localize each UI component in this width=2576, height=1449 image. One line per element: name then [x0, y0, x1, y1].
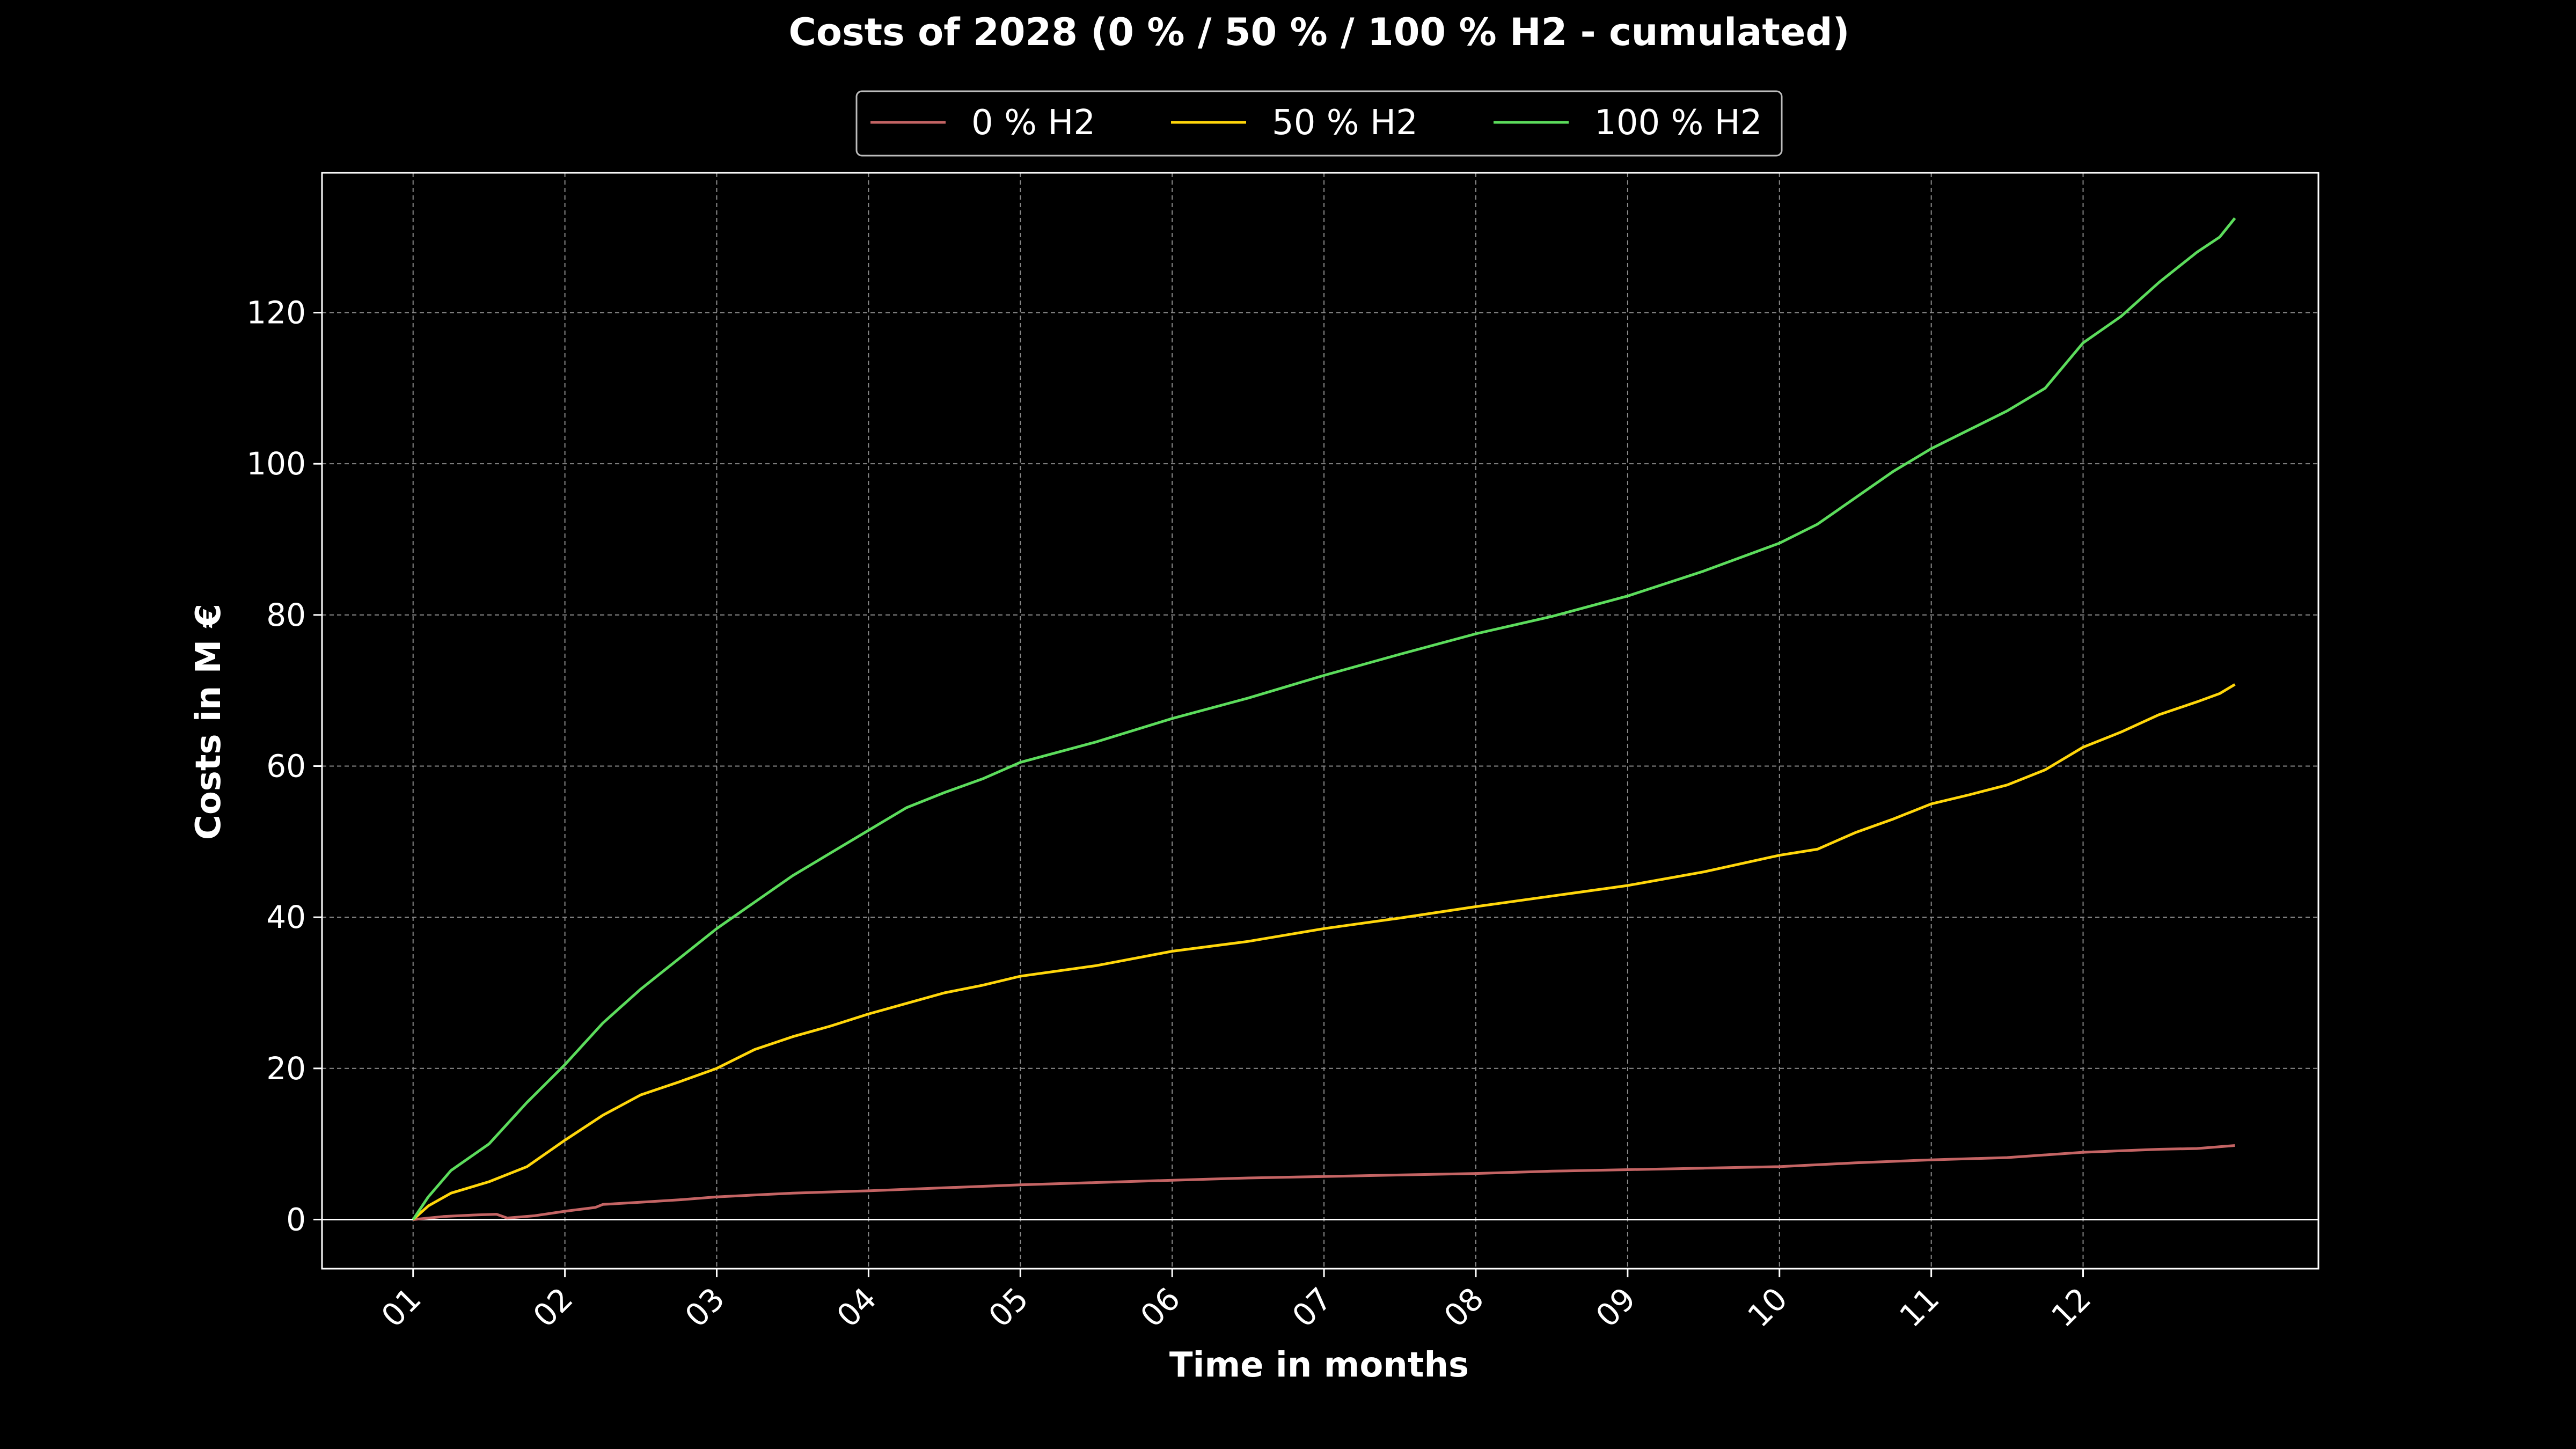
series-line-100-h2 [412, 217, 2236, 1220]
series-line-0-h2 [413, 1144, 2235, 1221]
y-tick-label: 40 [266, 899, 306, 935]
y-tick-label: 0 [286, 1201, 306, 1238]
y-tick-label: 120 [246, 295, 306, 331]
y-axis-label: Costs in M € [189, 604, 229, 840]
legend-label-100-h2: 100 % H2 [1594, 103, 1762, 143]
y-tick-label: 20 [266, 1050, 306, 1087]
series-lines [412, 217, 2236, 1221]
x-axis-label: Time in months [1169, 1345, 1469, 1385]
legend-box [855, 90, 1783, 157]
chart-title: Costs of 2028 (0 % / 50 % / 100 % H2 - c… [789, 10, 1850, 54]
plot-frame [321, 172, 2319, 1270]
y-tick-label: 100 [246, 445, 306, 482]
y-tick-label: 60 [266, 748, 306, 784]
y-axis-ticks: 0 20 40 60 80 100 120 [246, 295, 322, 1238]
legend-label-50-h2: 50 % H2 [1272, 103, 1418, 143]
legend-label-0-h2: 0 % H2 [971, 103, 1095, 143]
legend: 0 % H2 50 % H2 100 % H2 [855, 90, 1783, 157]
grid [322, 173, 2318, 1269]
series-line-50-h2 [412, 683, 2236, 1221]
y-tick-label: 80 [266, 597, 306, 633]
